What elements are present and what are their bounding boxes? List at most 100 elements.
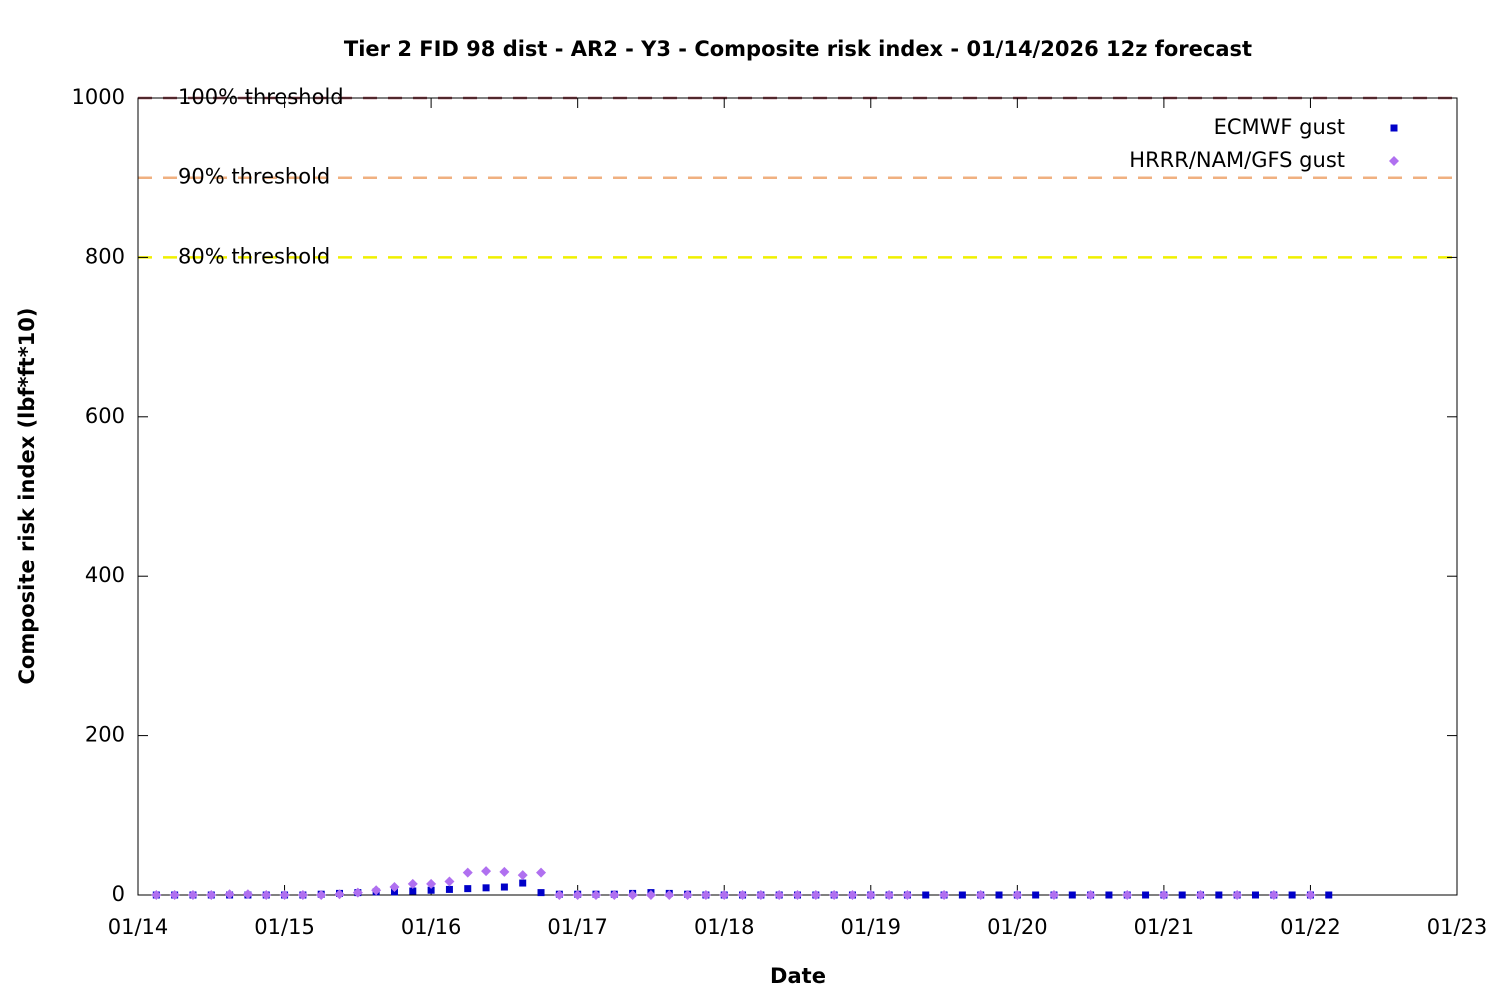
data-point xyxy=(407,878,418,889)
data-point xyxy=(482,884,490,892)
data-point xyxy=(279,890,290,900)
data-point xyxy=(426,878,437,889)
data-point xyxy=(297,890,308,900)
data-point xyxy=(755,890,766,900)
chart-title: Tier 2 FID 98 dist - AR2 - Y3 - Composit… xyxy=(344,37,1252,61)
x-tick-label: 01/19 xyxy=(841,915,902,939)
data-point xyxy=(1105,891,1113,899)
data-point xyxy=(627,890,638,900)
data-point xyxy=(1012,890,1023,900)
data-point xyxy=(774,890,785,900)
data-point xyxy=(902,890,913,900)
x-tick-label: 01/18 xyxy=(694,915,755,939)
data-point xyxy=(537,889,545,897)
data-point xyxy=(1268,890,1279,900)
data-point xyxy=(500,883,508,891)
data-point xyxy=(371,885,382,896)
data-point xyxy=(1158,890,1169,900)
data-point xyxy=(572,890,583,900)
data-point xyxy=(1288,891,1296,899)
data-point xyxy=(1195,890,1206,900)
data-point xyxy=(865,890,876,900)
data-point xyxy=(464,885,472,893)
data-point xyxy=(242,889,253,900)
legend-marker xyxy=(1390,124,1398,132)
data-point xyxy=(409,887,417,895)
data-point xyxy=(1178,891,1186,899)
data-point xyxy=(389,882,400,893)
x-tick-label: 01/16 xyxy=(401,915,462,939)
data-point xyxy=(462,867,473,878)
data-point xyxy=(554,890,565,900)
data-point xyxy=(922,891,930,899)
data-point xyxy=(1325,891,1333,899)
data-point xyxy=(737,890,748,900)
data-point xyxy=(1251,891,1259,899)
x-tick-label: 01/15 xyxy=(254,915,315,939)
data-point xyxy=(151,890,162,900)
x-tick-label: 01/22 xyxy=(1280,915,1341,939)
y-tick-label: 200 xyxy=(85,723,125,747)
x-tick-label: 01/20 xyxy=(987,915,1048,939)
data-point xyxy=(224,889,235,900)
data-point xyxy=(352,887,363,898)
data-point xyxy=(995,891,1003,899)
data-point xyxy=(609,890,620,900)
data-point xyxy=(810,890,821,900)
data-point xyxy=(169,890,180,900)
data-point xyxy=(975,890,986,900)
x-tick-label: 01/14 xyxy=(108,915,169,939)
data-point xyxy=(444,876,455,887)
y-tick-label: 400 xyxy=(85,563,125,587)
x-tick-label: 01/21 xyxy=(1134,915,1195,939)
y-tick-label: 0 xyxy=(112,882,125,906)
data-point xyxy=(1215,891,1223,899)
threshold-label: 90% threshold xyxy=(178,165,330,189)
data-point xyxy=(536,867,547,878)
threshold-label: 100% threshold xyxy=(178,85,344,109)
data-point xyxy=(1305,890,1316,900)
y-tick-label: 800 xyxy=(85,244,125,268)
x-axis-label: Date xyxy=(770,964,826,988)
data-point xyxy=(445,885,453,893)
legend-label: ECMWF gust xyxy=(1214,115,1345,139)
data-point xyxy=(884,890,895,900)
data-point xyxy=(682,890,693,900)
data-point xyxy=(1085,890,1096,900)
data-point xyxy=(1142,891,1150,899)
data-point xyxy=(316,890,327,900)
data-point xyxy=(590,890,601,900)
data-point xyxy=(1068,891,1076,899)
data-point xyxy=(1122,890,1133,900)
data-point xyxy=(829,890,840,900)
data-point xyxy=(481,866,492,877)
data-point xyxy=(334,889,345,900)
y-tick-label: 600 xyxy=(85,404,125,428)
data-point xyxy=(1048,890,1059,900)
data-point xyxy=(700,890,711,900)
data-point xyxy=(719,890,730,900)
data-point xyxy=(519,879,527,887)
data-point xyxy=(1232,890,1243,900)
y-tick-label: 1000 xyxy=(72,85,125,109)
data-point xyxy=(1032,891,1040,899)
data-point xyxy=(939,890,950,900)
data-point xyxy=(206,890,217,900)
data-point xyxy=(499,866,510,877)
y-axis-label: Composite risk index (lbf*ft*10) xyxy=(15,307,39,684)
data-point xyxy=(958,891,966,899)
data-point xyxy=(664,890,675,900)
x-tick-label: 01/23 xyxy=(1427,915,1488,939)
legend-marker xyxy=(1389,156,1399,166)
data-point xyxy=(517,870,528,881)
threshold-label: 80% threshold xyxy=(178,244,330,268)
data-point xyxy=(792,890,803,900)
data-point xyxy=(645,890,656,900)
data-point xyxy=(847,890,858,900)
legend-label: HRRR/NAM/GFS gust xyxy=(1129,148,1345,172)
plot-frame xyxy=(137,97,1458,896)
data-point xyxy=(187,890,198,900)
x-tick-label: 01/17 xyxy=(547,915,608,939)
